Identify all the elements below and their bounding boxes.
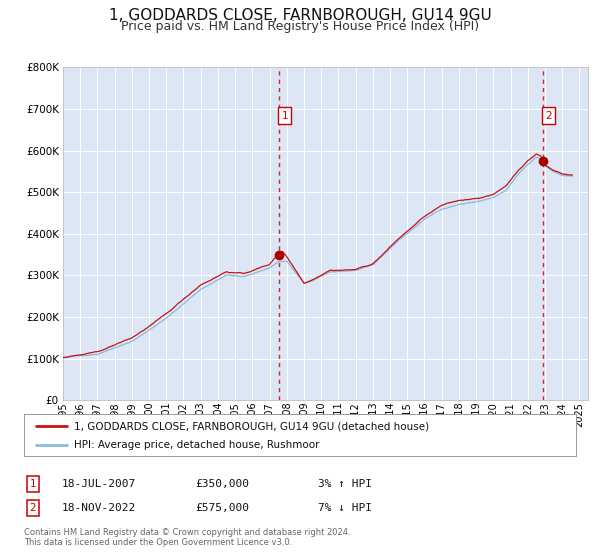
Text: 1, GODDARDS CLOSE, FARNBOROUGH, GU14 9GU: 1, GODDARDS CLOSE, FARNBOROUGH, GU14 9GU [109,8,491,24]
Text: £350,000: £350,000 [195,479,249,489]
Text: Contains HM Land Registry data © Crown copyright and database right 2024.
This d: Contains HM Land Registry data © Crown c… [24,528,350,547]
Text: £575,000: £575,000 [195,503,249,513]
Text: 18-NOV-2022: 18-NOV-2022 [62,503,136,513]
Text: 18-JUL-2007: 18-JUL-2007 [62,479,136,489]
Text: 2: 2 [545,110,552,120]
Text: 3% ↑ HPI: 3% ↑ HPI [318,479,372,489]
Text: Price paid vs. HM Land Registry's House Price Index (HPI): Price paid vs. HM Land Registry's House … [121,20,479,32]
Text: 1, GODDARDS CLOSE, FARNBOROUGH, GU14 9GU (detached house): 1, GODDARDS CLOSE, FARNBOROUGH, GU14 9GU… [74,421,429,431]
Text: 1: 1 [29,479,37,489]
Text: HPI: Average price, detached house, Rushmoor: HPI: Average price, detached house, Rush… [74,440,319,450]
Text: 2: 2 [29,503,37,513]
Text: 7% ↓ HPI: 7% ↓ HPI [318,503,372,513]
Text: 1: 1 [281,110,288,120]
